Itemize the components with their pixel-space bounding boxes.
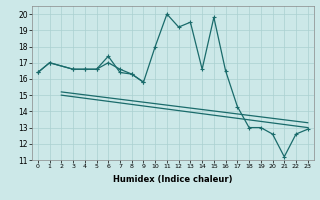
X-axis label: Humidex (Indice chaleur): Humidex (Indice chaleur)	[113, 175, 233, 184]
